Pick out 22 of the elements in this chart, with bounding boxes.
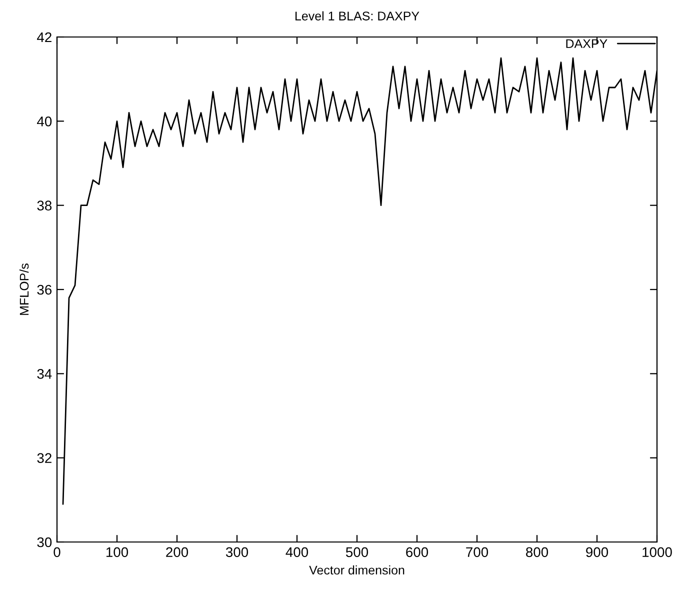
y-tick-label: 36 xyxy=(37,284,52,295)
x-tick-label: 700 xyxy=(466,547,488,558)
legend-label: DAXPY xyxy=(566,39,608,48)
x-tick-label: 500 xyxy=(346,547,368,558)
x-tick-label: 0 xyxy=(54,547,60,558)
x-tick-label: 100 xyxy=(106,547,128,558)
x-tick-label: 300 xyxy=(226,547,248,558)
y-axis-title: MFLOP/s xyxy=(19,264,29,315)
y-tick-label: 40 xyxy=(37,116,52,126)
y-tick-label: 30 xyxy=(37,537,52,548)
y-tick-label: 38 xyxy=(37,200,52,211)
x-axis-title: Vector dimension xyxy=(309,565,404,575)
x-tick-label: 1000 xyxy=(642,547,672,558)
x-tick-label: 600 xyxy=(406,547,428,558)
y-tick-label: 42 xyxy=(37,32,52,42)
x-tick-label: 800 xyxy=(526,547,548,558)
chart-title: Level 1 BLAS: DAXPY xyxy=(295,11,420,20)
y-tick-label: 34 xyxy=(37,369,52,379)
x-tick-label: 200 xyxy=(166,547,188,558)
x-tick-label: 900 xyxy=(586,547,608,558)
x-tick-label: 400 xyxy=(286,547,308,558)
y-tick-label: 32 xyxy=(37,453,52,464)
